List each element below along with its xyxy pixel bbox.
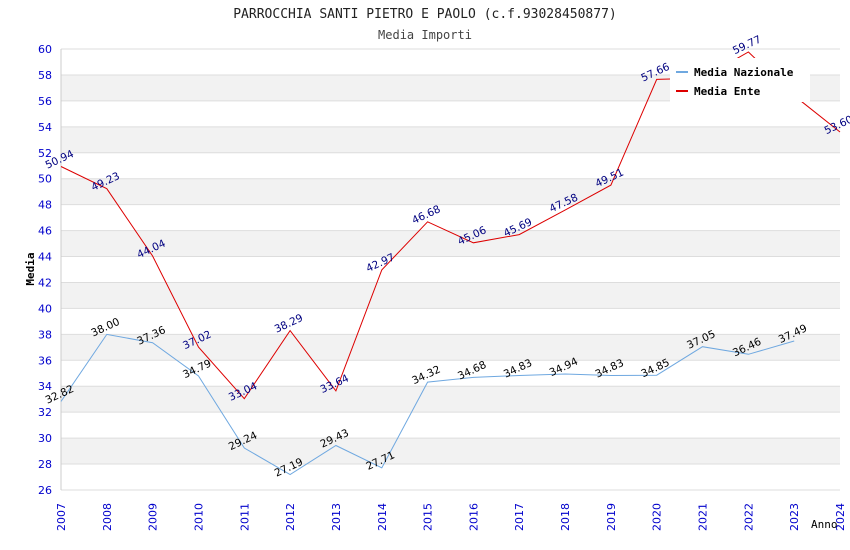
x-tick-label: 2011: [238, 503, 251, 531]
x-tick-label: 2007: [55, 503, 68, 531]
x-tick-label: 2019: [605, 503, 618, 531]
grid-band: [61, 178, 840, 205]
y-tick-label: 30: [38, 432, 52, 445]
grid-band: [61, 386, 840, 413]
y-tick-label: 36: [38, 354, 52, 367]
y-tick-label: 46: [38, 225, 52, 238]
y-tick-label: 50: [38, 173, 52, 186]
x-tick-label: 2021: [697, 503, 710, 531]
x-tick-label: 2010: [192, 503, 205, 531]
y-tick-label: 56: [38, 95, 52, 108]
x-tick-label: 2012: [284, 503, 297, 531]
x-axis-ticks: 2007 2008 2009 2010 2011 2012 2013 2014 2015 2016…: [55, 503, 847, 531]
x-axis-label: Anno: [811, 518, 838, 531]
y-tick-label: 38: [38, 328, 52, 341]
chart-subtitle: Media Importi: [378, 28, 472, 42]
y-tick-label: 52: [38, 147, 52, 160]
x-tick-label: 2022: [742, 503, 755, 531]
x-tick-label: 2014: [376, 503, 389, 531]
grid: [60, 48, 840, 491]
y-tick-label: 44: [38, 251, 52, 264]
data-label: 34.68: [456, 359, 488, 383]
x-tick-label: 2018: [559, 503, 572, 531]
y-tick-label: 32: [38, 406, 52, 419]
data-label: 34.79: [181, 357, 213, 381]
x-tick-label: 2024: [834, 503, 847, 531]
y-tick-label: 28: [38, 458, 52, 471]
y-tick-label: 58: [38, 69, 52, 82]
series-line-media-nazionale: [60, 333, 795, 476]
grid-band: [61, 126, 840, 153]
y-axis-ticks: 26 28 30 32 34 36 38 40 42 44 46 48 50 52 54 56 58 60: [38, 43, 52, 497]
grid-band: [61, 438, 840, 465]
legend-entry: Media Nazionale: [694, 66, 794, 79]
x-tick-label: 2017: [513, 503, 526, 531]
x-tick-label: 2008: [101, 503, 114, 531]
y-tick-label: 42: [38, 276, 52, 289]
x-tick-label: 2016: [467, 503, 480, 531]
x-tick-label: 2013: [330, 503, 343, 531]
x-tick-label: 2020: [651, 503, 664, 531]
y-tick-label: 60: [38, 43, 52, 56]
legend-entry: Media Ente: [694, 85, 761, 98]
grid-band: [61, 334, 840, 361]
grid-band: [61, 230, 840, 257]
x-tick-label: 2015: [422, 503, 435, 531]
y-tick-label: 48: [38, 199, 52, 212]
data-label: 59.77: [731, 33, 763, 57]
y-tick-label: 34: [38, 380, 52, 393]
legend-box: [670, 58, 810, 102]
legend: Media Nazionale Media Ente: [670, 58, 810, 102]
chart-title: PARROCCHIA SANTI PIETRO E PAOLO (c.f.930…: [233, 7, 617, 22]
y-axis-label: Media: [24, 252, 37, 285]
y-tick-label: 26: [38, 484, 52, 497]
y-tick-label: 40: [38, 302, 52, 315]
x-tick-label: 2009: [147, 503, 160, 531]
grid-band: [61, 282, 840, 309]
x-tick-label: 2023: [788, 503, 801, 531]
y-tick-label: 54: [38, 121, 52, 134]
